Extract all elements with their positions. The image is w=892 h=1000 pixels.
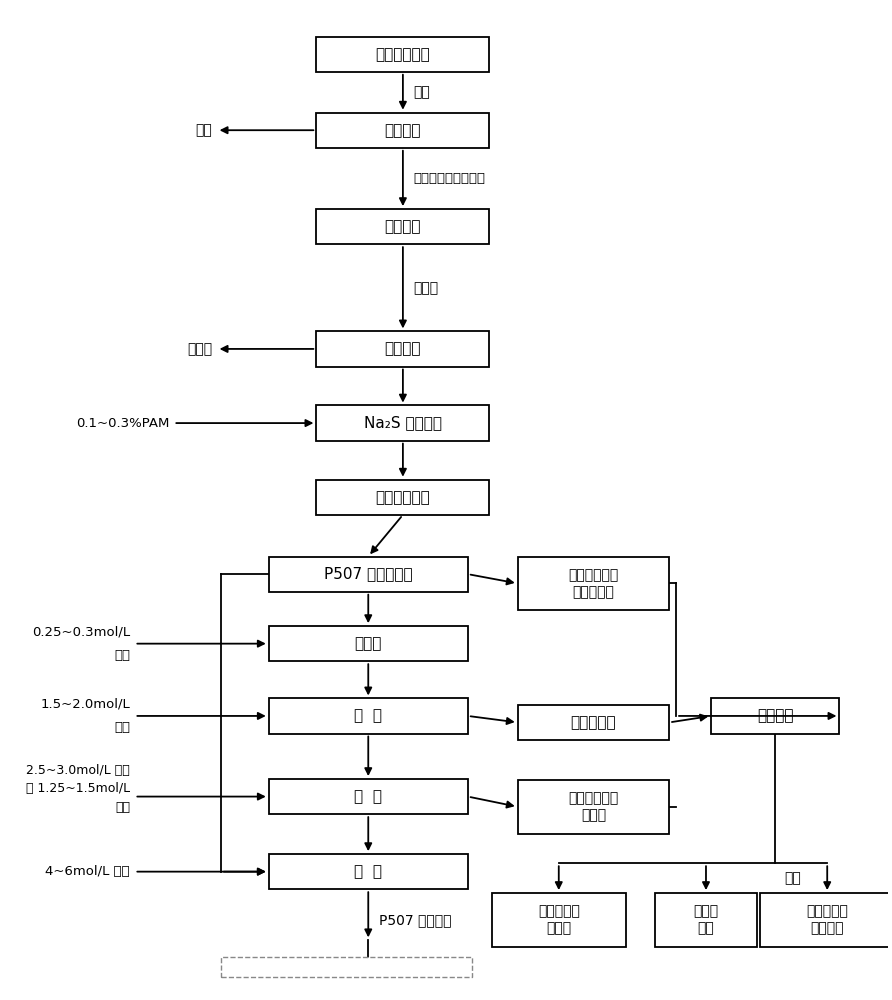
Text: 硫酸镍硫酸钴
二元混合液: 硫酸镍硫酸钴 二元混合液 (568, 568, 618, 599)
FancyBboxPatch shape (268, 698, 467, 734)
Text: 离心: 离心 (784, 871, 801, 885)
FancyBboxPatch shape (491, 893, 626, 947)
FancyBboxPatch shape (268, 854, 467, 889)
Text: 硫酸锌或氯
化锌产品: 硫酸锌或氯 化锌产品 (806, 904, 848, 935)
FancyBboxPatch shape (317, 331, 490, 367)
Text: 铁粉除铜: 铁粉除铜 (384, 341, 421, 356)
Text: 硫酸浸出: 硫酸浸出 (384, 219, 421, 234)
FancyBboxPatch shape (317, 405, 490, 441)
FancyBboxPatch shape (517, 557, 669, 610)
Text: 浸出液: 浸出液 (413, 281, 438, 295)
Text: 洗镍钴: 洗镍钴 (355, 636, 382, 651)
FancyBboxPatch shape (655, 893, 757, 947)
Text: P507 空白有机: P507 空白有机 (378, 913, 451, 927)
Text: 盐酸: 盐酸 (114, 721, 130, 734)
FancyBboxPatch shape (517, 780, 669, 834)
Bar (221, 957, 472, 977)
Text: 或 1.25~1.5mol/L: 或 1.25~1.5mol/L (26, 782, 130, 795)
Text: 反  锌: 反 锌 (354, 789, 383, 804)
FancyBboxPatch shape (268, 626, 467, 661)
Text: Na₂S 深度除铜: Na₂S 深度除铜 (364, 416, 442, 431)
Text: 浓缩结晶: 浓缩结晶 (757, 708, 794, 723)
Text: 硫酸: 硫酸 (114, 649, 130, 662)
FancyBboxPatch shape (317, 480, 490, 515)
Text: 2.5~3.0mol/L 盐酸: 2.5~3.0mol/L 盐酸 (27, 764, 130, 777)
FancyBboxPatch shape (760, 893, 892, 947)
Text: 1.5~2.0mol/L: 1.5~2.0mol/L (40, 697, 130, 710)
FancyBboxPatch shape (317, 113, 490, 148)
FancyBboxPatch shape (517, 705, 669, 740)
Text: 0.1~0.3%PAM: 0.1~0.3%PAM (76, 417, 169, 430)
Text: 硫酸: 硫酸 (115, 801, 130, 814)
Text: 氯化钙
产品: 氯化钙 产品 (693, 904, 719, 935)
Text: 硫酸镍硫酸
钴产品: 硫酸镍硫酸 钴产品 (538, 904, 580, 935)
Text: 反  钙: 反 钙 (354, 708, 383, 723)
Text: 4~6mol/L 盐酸: 4~6mol/L 盐酸 (45, 865, 130, 878)
Text: 铁渣: 铁渣 (195, 123, 212, 137)
Text: 筛下物和非磁性物质: 筛下物和非磁性物质 (413, 172, 485, 185)
Text: P507 无皂化萃取: P507 无皂化萃取 (324, 567, 413, 582)
Text: 氯化钙溶液: 氯化钙溶液 (571, 715, 616, 730)
Text: 破碎筛分: 破碎筛分 (384, 123, 421, 138)
Text: 放电: 放电 (413, 85, 430, 99)
Text: 黄钠铁矾除铁: 黄钠铁矾除铁 (376, 490, 430, 505)
FancyBboxPatch shape (317, 209, 490, 244)
Text: 海绵铜: 海绵铜 (187, 342, 212, 356)
Text: 0.25~0.3mol/L: 0.25~0.3mol/L (32, 625, 130, 638)
FancyBboxPatch shape (268, 557, 467, 592)
Text: 硫酸锌或氯化
锌溶液: 硫酸锌或氯化 锌溶液 (568, 791, 618, 822)
Text: 废旧镍锌电池: 废旧镍锌电池 (376, 47, 430, 62)
FancyBboxPatch shape (711, 698, 839, 734)
FancyBboxPatch shape (317, 37, 490, 72)
FancyBboxPatch shape (268, 779, 467, 814)
Text: 反  铁: 反 铁 (354, 864, 383, 879)
